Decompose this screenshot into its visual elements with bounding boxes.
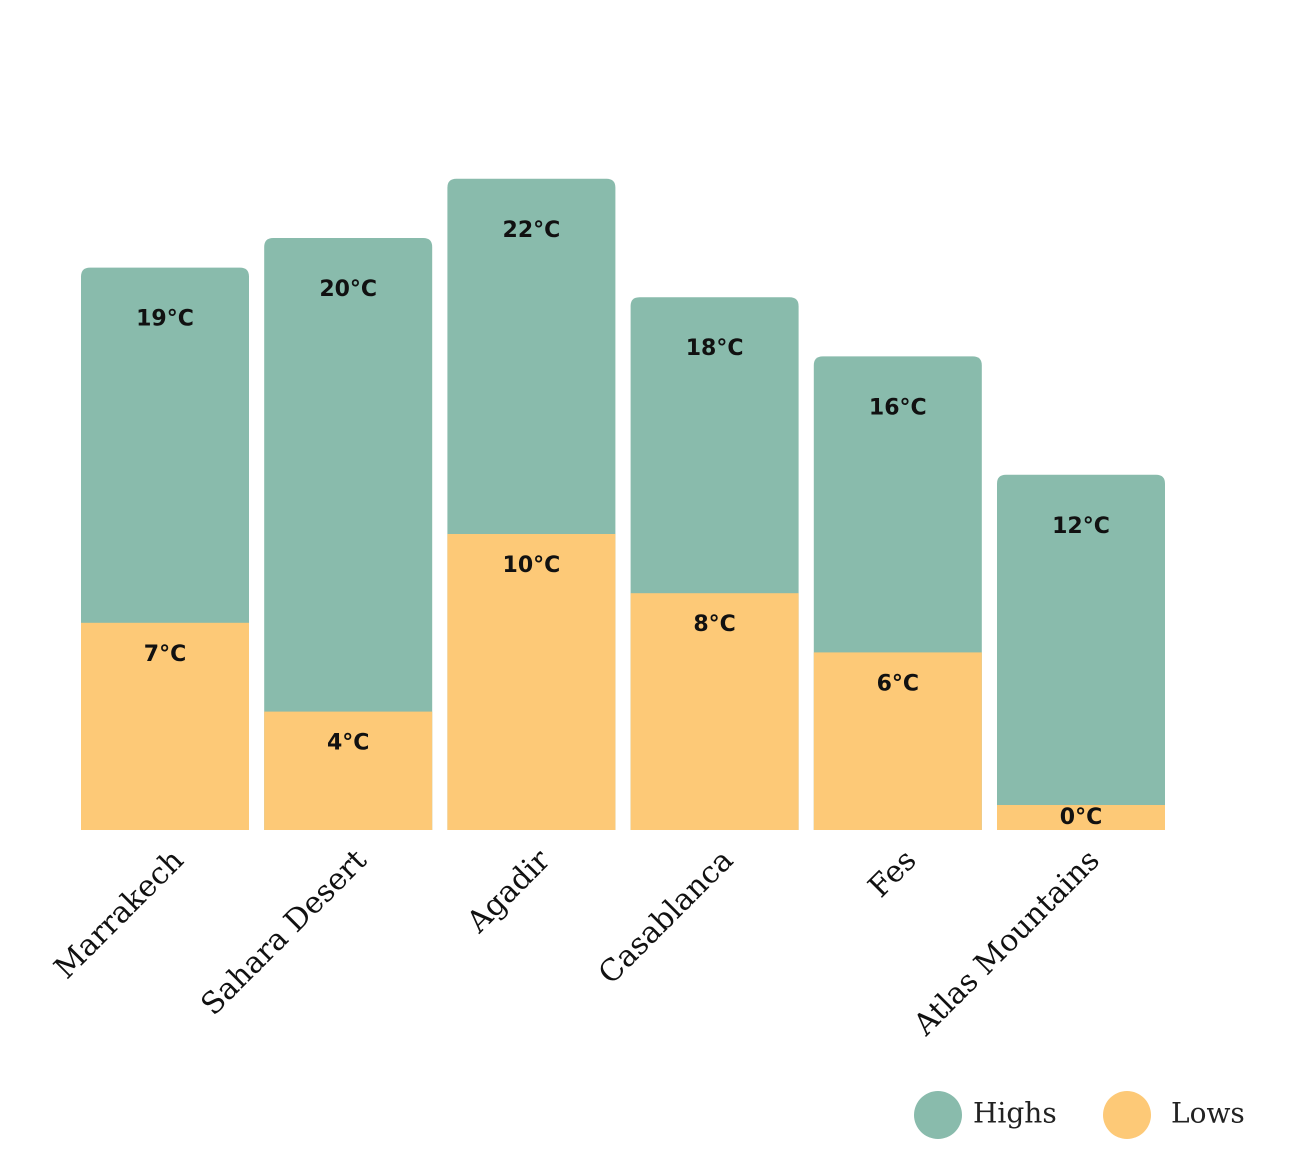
- legend: Highs Lows: [914, 1091, 1245, 1139]
- legend-swatch-highs: [914, 1091, 962, 1139]
- value-label-high-atlas-mountains: 12°C: [1052, 514, 1110, 539]
- category-label-sahara-desert: Sahara Desert: [194, 843, 373, 1022]
- value-label-low-agadir: 10°C: [503, 553, 561, 578]
- bar-high-atlas-mountains: [997, 474, 1165, 830]
- value-label-low-atlas-mountains: 0°C: [1060, 805, 1102, 830]
- value-label-low-fes: 6°C: [877, 671, 919, 696]
- legend-label-lows: Lows: [1171, 1097, 1245, 1130]
- bar-high-sahara-desert: [264, 238, 433, 830]
- bar-low-casablanca: [630, 593, 799, 830]
- bar-low-fes: [813, 652, 982, 830]
- category-label-marrakech: Marrakech: [48, 843, 191, 986]
- legend-label-highs: Highs: [973, 1097, 1057, 1130]
- legend-item-highs: Highs: [914, 1091, 1057, 1139]
- legend-item-lows: Lows: [1103, 1091, 1245, 1139]
- category-label-atlas-mountains: Atlas Mountains: [906, 843, 1106, 1043]
- value-label-high-agadir: 22°C: [503, 218, 561, 243]
- bars-layer: [81, 178, 1165, 831]
- category-label-casablanca: Casablanca: [592, 843, 740, 991]
- category-labels-layer: Marrakech Sahara Desert Agadir Casablanca Fe…: [48, 842, 1107, 1043]
- legend-swatch-lows: [1103, 1091, 1151, 1139]
- value-label-low-sahara-desert: 4°C: [327, 731, 369, 756]
- value-label-high-marrakech: 19°C: [136, 307, 194, 332]
- value-label-low-marrakech: 7°C: [144, 642, 186, 667]
- value-label-high-casablanca: 18°C: [686, 336, 744, 361]
- value-label-low-casablanca: 8°C: [693, 612, 735, 637]
- category-label-fes: Fes: [862, 843, 924, 905]
- value-label-high-fes: 16°C: [869, 395, 927, 420]
- value-labels-layer: 19°C 7°C 20°C 4°C 22°C 10°C 18°C 8°C 16°C 6°C 12°C…: [136, 218, 1110, 830]
- bar-low-atlas-mountains: [997, 805, 1165, 830]
- category-label-agadir: Agadir: [460, 842, 558, 940]
- bar-low-agadir: [447, 534, 616, 830]
- value-label-high-sahara-desert: 20°C: [319, 277, 377, 302]
- bar-low-sahara-desert: [264, 711, 433, 830]
- bar-low-marrakech: [81, 622, 249, 830]
